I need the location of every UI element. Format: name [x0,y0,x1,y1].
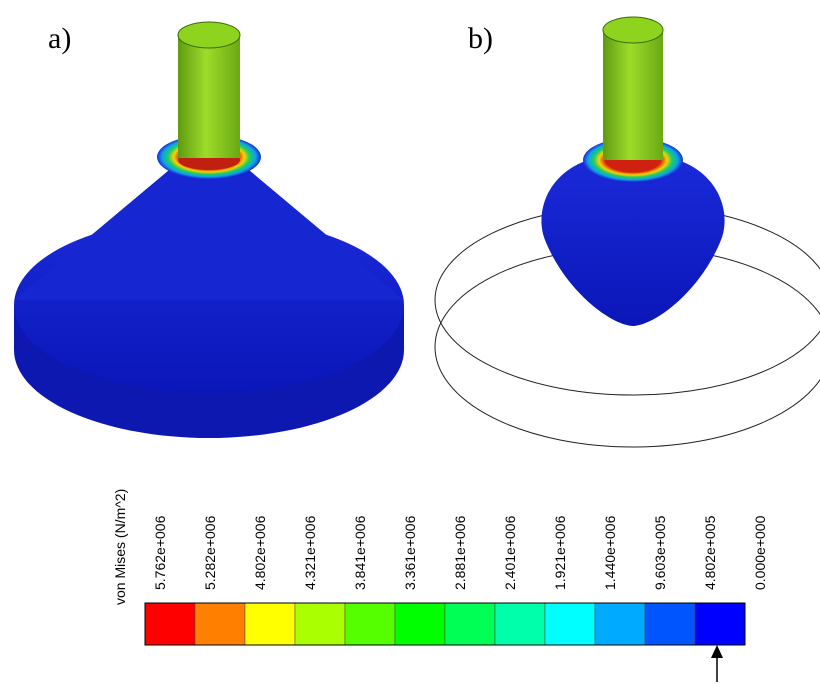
colorbar-label: 1.440e+006 [602,515,618,590]
color-swatch [544,602,596,646]
colorbar-label: 0.000e+000 [752,515,768,590]
colorbar-label: 3.361e+006 [402,515,418,590]
color-swatch [444,602,496,646]
model-b [434,16,820,448]
panel-label: a) [48,22,71,55]
colorbar-frame [144,602,746,646]
color-swatch [344,602,396,646]
colorbar-title: von Mises (N/m^2) [112,489,128,605]
color-swatch [594,602,646,646]
panel-label: b) [468,22,493,55]
pointer-arrow [711,645,723,682]
colorbar-label: 5.762e+006 [152,515,168,590]
colorbar-label: 3.841e+006 [352,515,368,590]
color-swatch [394,602,446,646]
colorbar-label: 1.921e+006 [552,515,568,590]
color-swatch [494,602,546,646]
color-swatch [144,602,196,646]
colorbar-label: 4.802e+005 [702,515,718,590]
colorbar: 5.762e+006 5.282e+006 4.802e+006 4.321e+006… [144,515,768,646]
colorbar-label: 2.881e+006 [452,515,468,590]
colorbar-label: 9.603e+005 [652,515,668,590]
color-swatch [694,602,746,646]
colorbar-label: 4.321e+006 [302,515,318,590]
colorbar-label: 2.401e+006 [502,515,518,590]
color-swatch [194,602,246,646]
colorbar-label: 4.802e+006 [252,515,268,590]
color-swatch [244,602,296,646]
model-a [14,21,404,438]
colorbar-label: 5.282e+006 [202,515,218,590]
color-swatch [644,602,696,646]
color-swatch [294,602,346,646]
